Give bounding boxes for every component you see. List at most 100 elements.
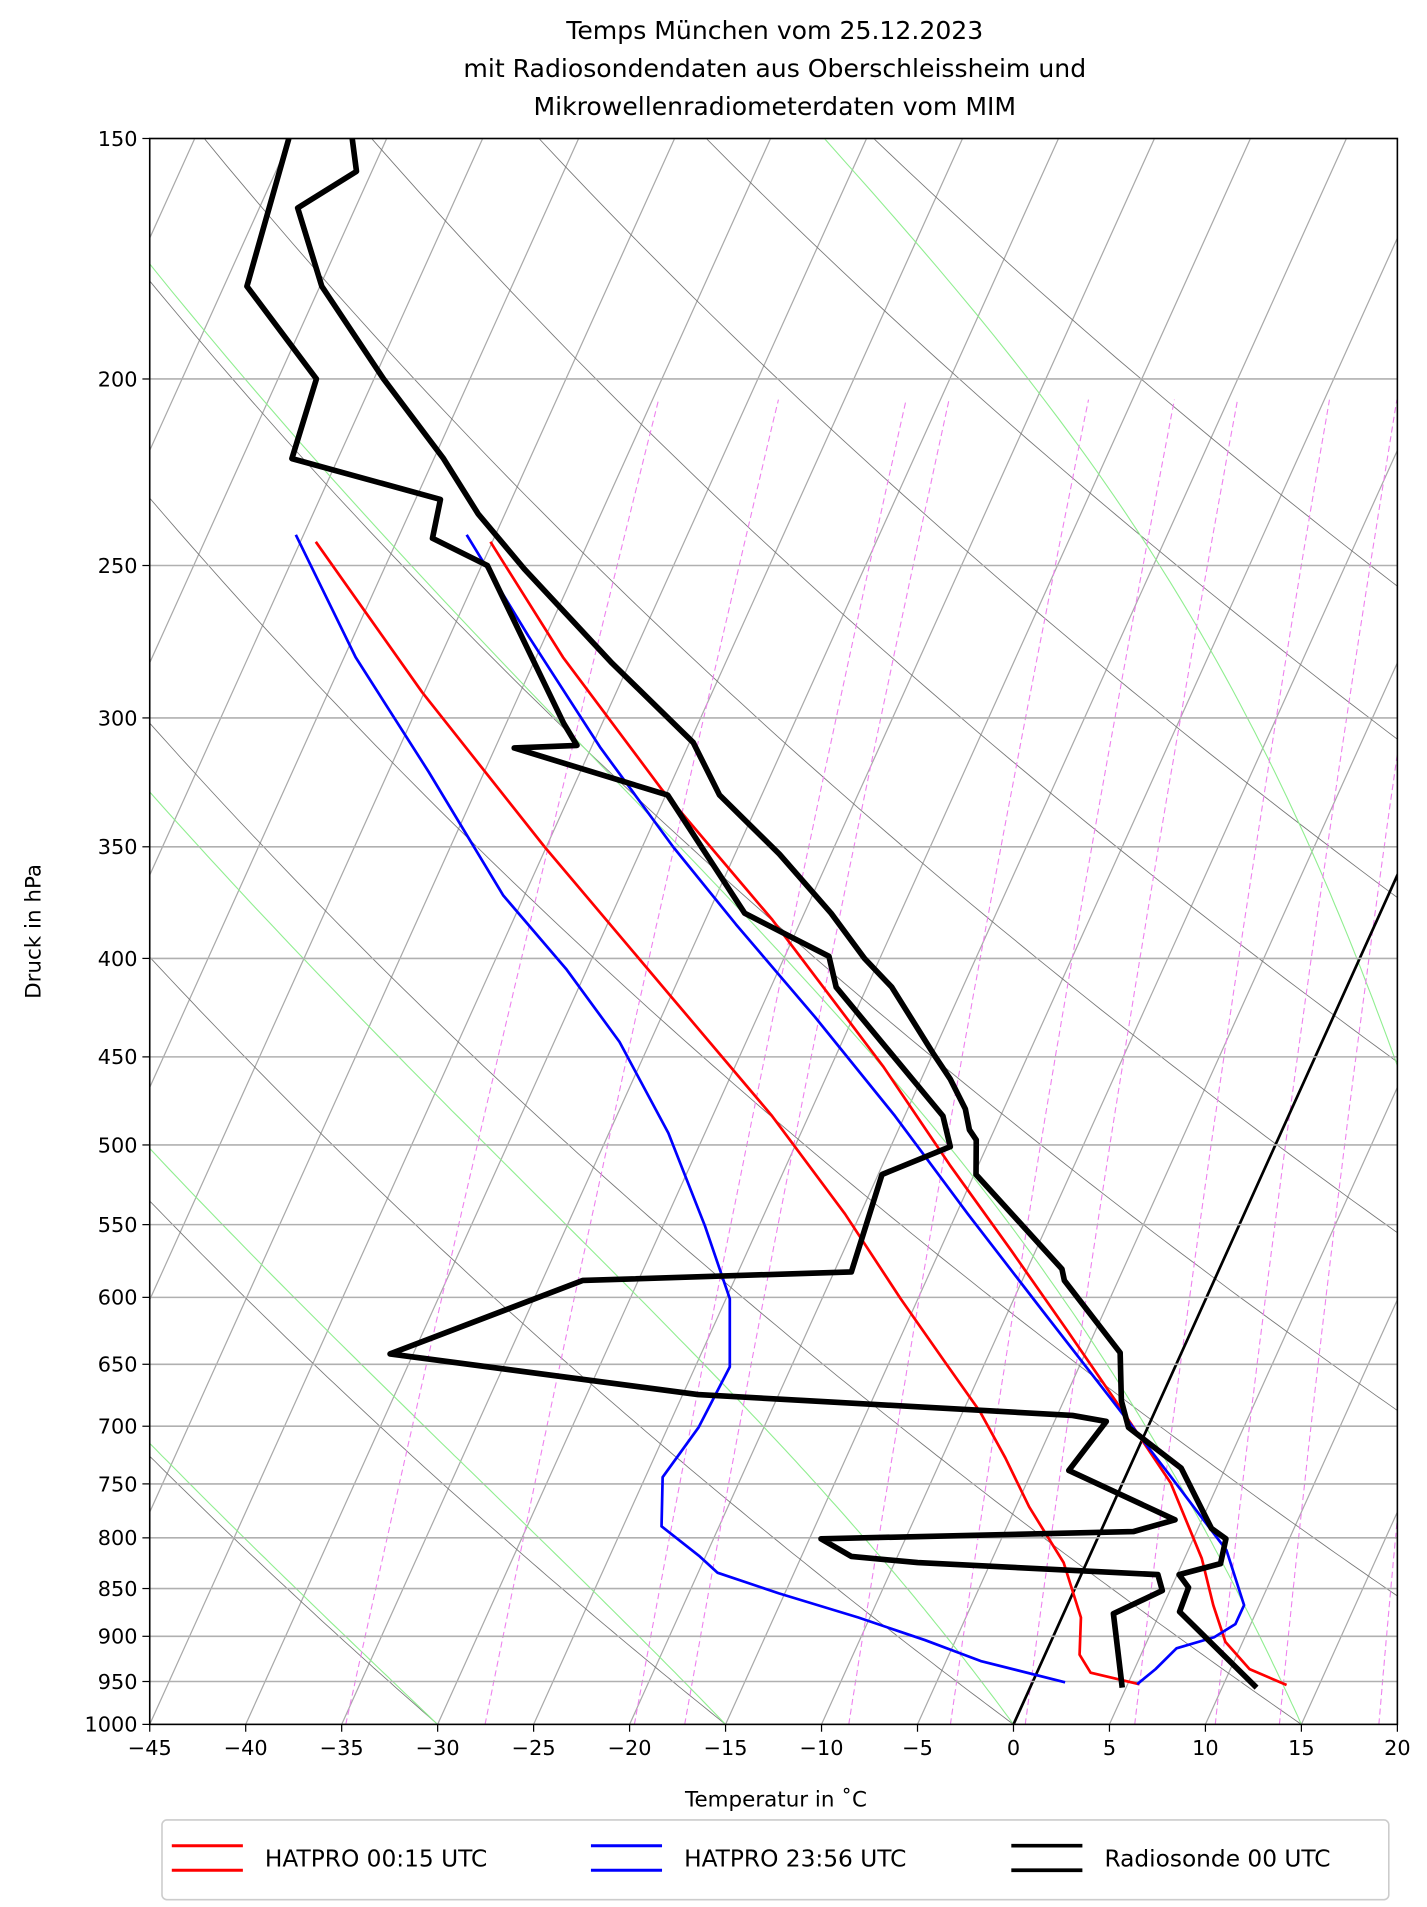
moist-adiabat <box>149 791 1014 1725</box>
x-tick-label: 0 <box>1007 1736 1020 1760</box>
y-tick-label: 400 <box>98 947 138 971</box>
isotherm <box>149 138 292 452</box>
y-tick-label: 600 <box>98 1286 138 1310</box>
isotherm <box>245 138 964 1725</box>
mixing-ratio-line <box>1134 399 1331 1725</box>
isotherm <box>149 138 388 665</box>
mixing-ratio-line <box>1278 749 1398 1725</box>
isotherm <box>1300 1510 1398 1725</box>
isotherm <box>916 661 1398 1725</box>
series-2-dewpoint-line <box>244 138 1178 1688</box>
y-tick-label: 700 <box>98 1415 138 1439</box>
y-tick-label: 300 <box>98 706 138 730</box>
title-line-2: mit Radiosondendaten aus Oberschleisshei… <box>463 54 1086 83</box>
isotherm <box>628 138 1348 1725</box>
mixing-ratio-line <box>848 399 1090 1725</box>
x-axis: −45 −40 −35 −30 −25 −20 −15 −10 −5 0 5 10 15 20 <box>128 1724 1411 1760</box>
isotherm <box>1204 1298 1398 1725</box>
dry-adiabat <box>149 956 1015 1725</box>
mixing-ratio-line <box>633 399 907 1725</box>
mixing-ratio-line <box>1214 399 1398 1725</box>
isotherm <box>436 138 1156 1725</box>
dry-adiabat <box>149 722 1303 1725</box>
isotherm <box>1396 1722 1398 1725</box>
y-tick-label: 750 <box>98 1472 138 1496</box>
x-tick-label: −20 <box>608 1736 652 1760</box>
y-tick-label: 1000 <box>84 1713 137 1737</box>
series-0-dewpoint-line <box>314 541 1140 1686</box>
y-tick-label: 550 <box>98 1213 138 1237</box>
isotherm <box>149 138 196 240</box>
mixing-ratio-line <box>1024 399 1239 1725</box>
mixing-ratio-line <box>949 399 1175 1725</box>
y-tick-label: 350 <box>98 835 138 859</box>
dry-adiabat <box>149 1200 727 1725</box>
reference-lines <box>149 138 1398 1725</box>
plot-frame <box>148 137 1399 1726</box>
y-axis-label: Druck in hPa <box>22 864 47 999</box>
dry-adiabat <box>149 1455 439 1725</box>
zero-degree-isotherm <box>1012 871 1398 1725</box>
legend-label: Radiosonde 00 UTC <box>1104 1846 1330 1873</box>
x-tick-label: 20 <box>1384 1736 1411 1760</box>
title-line-1: Temps München vom 25.12.2023 <box>565 16 983 45</box>
x-tick-label: 15 <box>1288 1736 1315 1760</box>
x-tick-label: 5 <box>1103 1736 1116 1760</box>
y-tick-label: 900 <box>98 1625 138 1649</box>
y-tick-label: 250 <box>98 554 138 578</box>
isotherm <box>149 138 484 877</box>
mixing-ratio-line <box>684 399 950 1725</box>
isotherm <box>532 138 1252 1725</box>
x-tick-label: −5 <box>902 1736 933 1760</box>
x-tick-label: −30 <box>416 1736 460 1760</box>
isotherm <box>149 138 580 1089</box>
x-tick-label: −45 <box>128 1736 172 1760</box>
x-tick-label: −35 <box>320 1736 364 1760</box>
dry-adiabat <box>705 138 1398 740</box>
legend-item-hatpro-2356: HATPRO 23:56 UTC <box>590 1844 906 1873</box>
series-0-temperature-line <box>489 541 1288 1687</box>
isotherm <box>149 138 772 1514</box>
y-axis: 1000 950 900 850 800 750 700 650 600 550 500 450 400… <box>84 127 150 1737</box>
x-tick-label: −15 <box>704 1736 748 1760</box>
series-2-temperature-line <box>294 138 1259 1690</box>
legend-item-hatpro-0015: HATPRO 00:15 UTC <box>171 1844 487 1873</box>
legend-label: HATPRO 23:56 UTC <box>684 1846 906 1873</box>
dry-adiabat <box>370 138 1398 1063</box>
dry-adiabat <box>149 497 1398 1597</box>
y-tick-label: 500 <box>98 1133 138 1157</box>
y-tick-label: 200 <box>98 367 138 391</box>
x-axis-label: Temperatur in ˚C <box>684 1788 867 1813</box>
dry-adiabat <box>538 138 1398 899</box>
y-tick-label: 450 <box>98 1045 138 1069</box>
x-tick-label: −10 <box>800 1736 844 1760</box>
dry-adiabat <box>873 138 1398 587</box>
chart-title: Temps München vom 25.12.2023 mit Radioso… <box>463 16 1086 121</box>
title-line-3: Mikrowellenradiometerdaten vom MIM <box>533 92 1016 121</box>
isotherm <box>341 138 1060 1725</box>
series-1-dewpoint-line <box>294 534 1066 1684</box>
mixing-ratio-line <box>345 399 660 1725</box>
dry-adiabat <box>203 138 1398 1234</box>
isotherm <box>149 138 676 1302</box>
isotherm <box>1108 1085 1398 1725</box>
y-tick-label: 850 <box>98 1577 138 1601</box>
pressure-gridlines <box>149 138 1398 1725</box>
x-tick-label: 10 <box>1192 1736 1219 1760</box>
isotherm <box>724 236 1398 1725</box>
legend-frame <box>161 1819 1390 1901</box>
data-series <box>244 138 1288 1690</box>
isotherm <box>149 138 868 1725</box>
series-1-temperature-line <box>465 534 1246 1686</box>
moist-adiabat <box>149 1442 439 1725</box>
legend-label: HATPRO 00:15 UTC <box>265 1846 487 1873</box>
moist-adiabat <box>149 1723 151 1725</box>
x-tick-label: −40 <box>224 1736 268 1760</box>
y-tick-label: 950 <box>98 1670 138 1694</box>
mixing-ratio-line <box>484 399 779 1725</box>
y-tick-label: 650 <box>98 1353 138 1377</box>
y-tick-label: 150 <box>98 127 138 151</box>
isotherm <box>820 448 1398 1725</box>
mixing-ratio-line <box>1378 1512 1398 1725</box>
